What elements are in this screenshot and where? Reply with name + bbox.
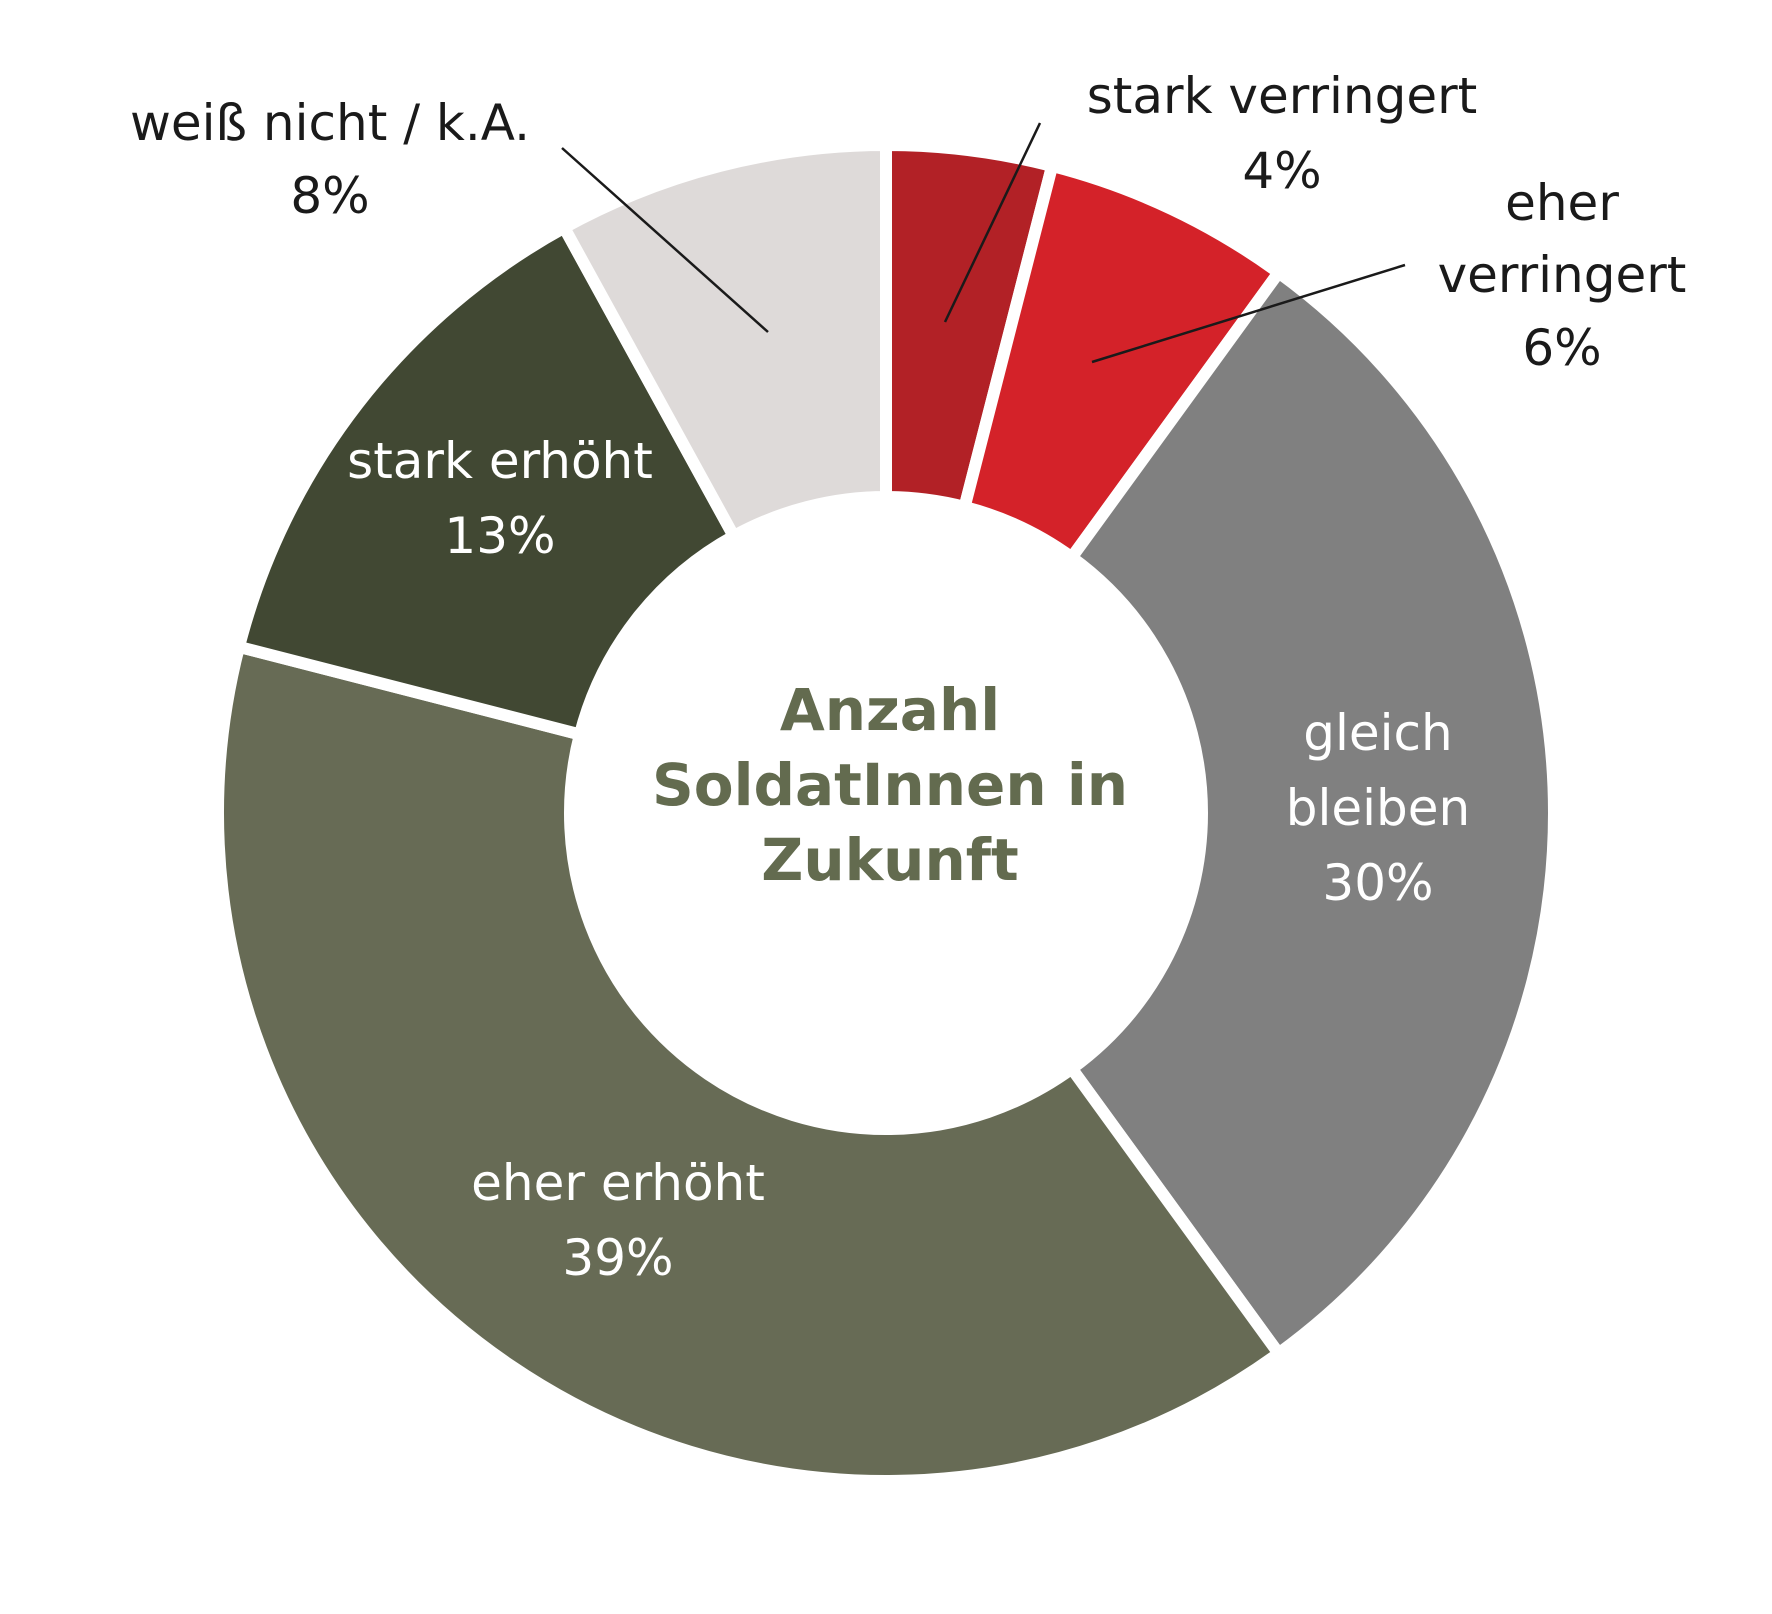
slice-label-stark-erh-ht: stark erhöht — [347, 432, 653, 490]
slice-eher-erh-ht — [212, 639, 1288, 1487]
slice-weiss-nicht-k-a — [556, 138, 892, 545]
donut-slices — [212, 138, 1560, 1487]
slice-value-weiss-nicht-k-a: 8% — [290, 167, 369, 225]
slice-value-stark-erh-ht: 13% — [444, 507, 555, 565]
leader-lines — [561, 122, 1406, 364]
leader-line-weiss-nicht-k-a — [561, 147, 769, 333]
slice-gleich-bleiben — [1063, 264, 1560, 1362]
center-title-line-1: Anzahl — [780, 676, 1000, 744]
slice-label-weiss-nicht-k-a: weiß nicht / k.A. — [130, 94, 530, 152]
leader-line-eher-verringert — [1091, 263, 1406, 364]
slice-label-gleich-bleiben: bleiben — [1286, 779, 1470, 837]
slice-labels: stark verringert 4% eher verringert 6% gleich… — [130, 67, 1686, 1287]
slice-value-eher-erh-ht: 39% — [562, 1229, 673, 1287]
slice-label-gleich-bleiben: gleich — [1303, 704, 1452, 762]
leader-line-stark-verringert — [943, 122, 1042, 323]
slice-value-gleich-bleiben: 30% — [1322, 854, 1433, 912]
center-title: Anzahl SoldatInnen in Zukunft — [652, 676, 1128, 894]
center-title-line-2: SoldatInnen in — [652, 751, 1128, 819]
slice-label-stark-verringert: stark verringert — [1087, 67, 1478, 125]
slice-value-eher-verringert: 6% — [1522, 319, 1601, 377]
slice-value-stark-verringert: 4% — [1242, 142, 1321, 200]
slice-label-eher-verringert: eher — [1505, 174, 1619, 232]
slice-label-eher-verringert: verringert — [1438, 246, 1687, 304]
center-title-line-3: Zukunft — [761, 826, 1018, 894]
slice-label-eher-erh-ht: eher erhöht — [471, 1154, 765, 1212]
slice-stark-erh-ht — [231, 219, 742, 742]
